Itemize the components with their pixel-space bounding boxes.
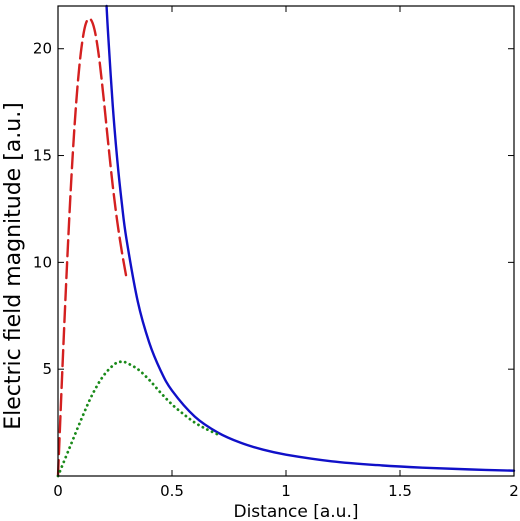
y-axis-label: Electric field magnitude [a.u.] — [1, 102, 26, 430]
plot-frame — [57, 5, 515, 477]
series-dotted-green-line — [56, 360, 219, 478]
x-tick-label: 1.5 — [388, 482, 412, 500]
x-tick-label: 0.5 — [160, 482, 184, 500]
y-tick-label: 20 — [33, 40, 52, 58]
x-tick-label: 1 — [281, 482, 291, 500]
x-tick-label: 2 — [509, 482, 519, 500]
x-axis-label: Distance [a.u.] — [233, 502, 358, 521]
series-solid-blue-line — [105, 4, 516, 472]
y-tick-label: 5 — [42, 360, 52, 378]
x-tick-label: 0 — [53, 482, 63, 500]
y-tick-label: 15 — [33, 147, 52, 165]
series-dashed-red-line — [56, 17, 128, 478]
y-tick-label: 10 — [33, 253, 52, 271]
